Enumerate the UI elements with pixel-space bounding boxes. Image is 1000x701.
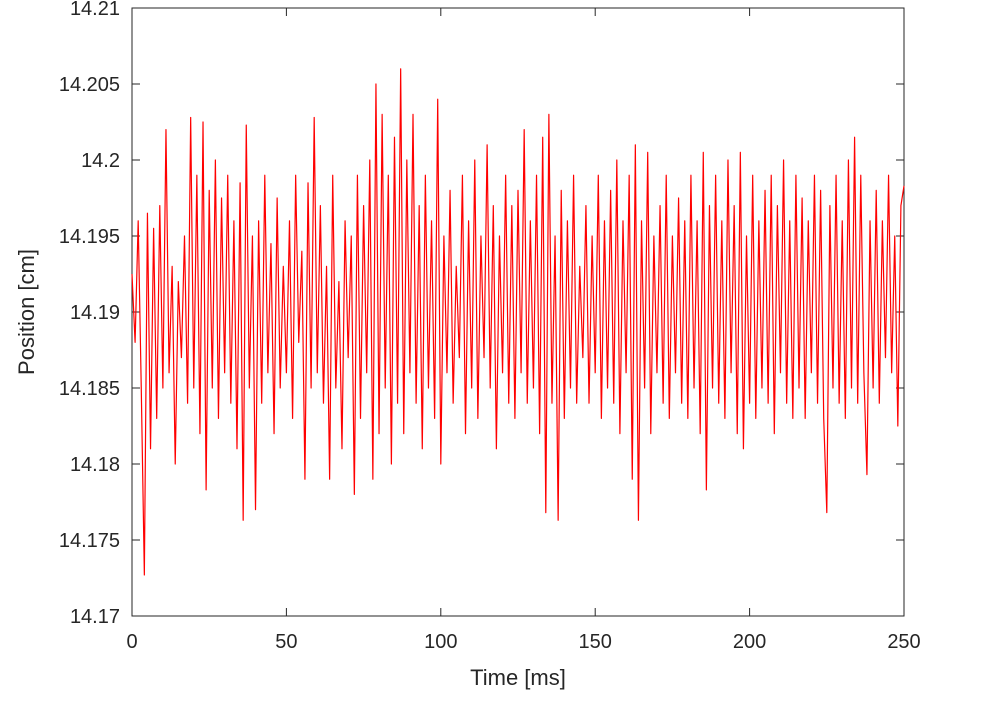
y-tick-label: 14.17 [70, 606, 120, 628]
x-tick-label: 200 [733, 631, 766, 653]
x-tick-label: 50 [275, 631, 297, 653]
y-tick-label: 14.195 [59, 226, 120, 248]
x-tick-label: 150 [579, 631, 612, 653]
y-tick-label: 14.19 [70, 302, 120, 324]
x-tick-label: 0 [126, 631, 137, 653]
y-tick-label: 14.2 [81, 150, 120, 172]
x-tick-label: 250 [887, 631, 920, 653]
y-tick-label: 14.185 [59, 378, 120, 400]
y-axis-label: Position [cm] [14, 249, 39, 375]
x-tick-label: 100 [424, 631, 457, 653]
y-tick-label: 14.18 [70, 454, 120, 476]
y-tick-label: 14.21 [70, 0, 120, 20]
y-tick-label: 14.175 [59, 530, 120, 552]
x-axis-label: Time [ms] [470, 665, 566, 690]
data-line [131, 68, 905, 576]
y-tick-label: 14.205 [59, 74, 120, 96]
